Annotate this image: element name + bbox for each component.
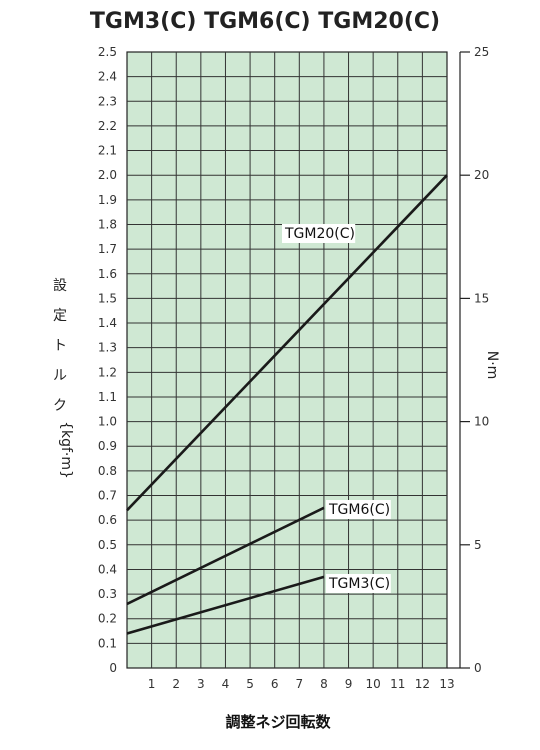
plot-background <box>126 51 448 669</box>
plot-area <box>126 51 448 669</box>
x-tick-label: 11 <box>390 677 405 691</box>
y-tick-label-left: 2.4 <box>98 70 117 84</box>
y-tick-label-right: 0 <box>474 661 482 675</box>
y-axis-unit-left: {kgf·m} <box>58 421 74 479</box>
y-tick-label-left: 0.8 <box>98 464 117 478</box>
y-axis-label-right: N·m <box>484 351 500 380</box>
y-tick-label-left: 1.3 <box>98 341 117 355</box>
x-tick-label: 6 <box>271 677 279 691</box>
y-tick-label-left: 0.2 <box>98 612 117 626</box>
y-axis-label-char: 設 <box>53 278 67 294</box>
x-tick-label: 12 <box>415 677 430 691</box>
x-tick-label: 2 <box>172 677 180 691</box>
y-tick-label-left: 1.0 <box>98 415 117 429</box>
y-tick-label-left: 1.9 <box>98 193 117 207</box>
y-tick-label-right: 20 <box>474 168 489 182</box>
y-tick-label-right: 5 <box>474 538 482 552</box>
y-tick-label-left: 1.8 <box>98 217 117 231</box>
series-label: TGM6(C) <box>328 502 390 518</box>
chart-title: TGM3(C) TGM6(C) TGM20(C) <box>90 9 440 34</box>
y-tick-label-left: 0.7 <box>98 489 117 503</box>
y-axis-label-char: ト <box>53 338 67 354</box>
y-tick-label-left: 0.3 <box>98 587 117 601</box>
y-tick-label-left: 1.6 <box>98 267 117 281</box>
y-tick-label-left: 0.5 <box>98 538 117 552</box>
x-tick-label: 7 <box>295 677 303 691</box>
y-tick-label-left: 2.1 <box>98 144 117 158</box>
x-tick-label: 9 <box>345 677 353 691</box>
y-tick-label-left: 2.2 <box>98 119 117 133</box>
x-tick-label: 3 <box>197 677 205 691</box>
x-tick-label: 4 <box>222 677 230 691</box>
y-tick-label-right: 25 <box>474 45 489 59</box>
y-tick-label-left: 1.4 <box>98 316 117 330</box>
series-line <box>126 174 448 512</box>
y-tick-label-left: 1.1 <box>98 390 117 404</box>
series-lines <box>126 174 448 635</box>
series-line <box>126 506 325 606</box>
x-axis-label: 調整ネジ回転数 <box>225 713 331 731</box>
x-tick-label: 5 <box>246 677 254 691</box>
series-label: TGM20(C) <box>284 226 355 242</box>
y-tick-label-left: 0.1 <box>98 636 117 650</box>
y-tick-label-left: 0.6 <box>98 513 117 527</box>
right-y-tick-labels: 0 5 10 15 20 25 <box>447 45 489 675</box>
x-tick-labels: 1 2 3 4 5 6 7 8 9 10 11 12 13 <box>148 677 455 691</box>
y-tick-label-right: 15 <box>474 291 489 305</box>
y-tick-label-right: 10 <box>474 415 489 429</box>
series-label: TGM3(C) <box>328 576 390 592</box>
series-label-background <box>282 224 356 243</box>
y-axis-label-char: 定 <box>53 308 67 324</box>
x-tick-label: 8 <box>320 677 328 691</box>
y-axis-label-char: ル <box>53 368 67 384</box>
y-tick-label-left: 2.0 <box>98 168 117 182</box>
x-tick-label: 10 <box>366 677 381 691</box>
y-tick-label-left: 1.2 <box>98 365 117 379</box>
y-axis-label-char: ク <box>53 398 67 414</box>
y-tick-label-left: 0 <box>109 661 117 675</box>
y-tick-label-left: 0.9 <box>98 439 117 453</box>
series-label-background <box>326 500 391 519</box>
y-tick-label-left: 2.3 <box>98 94 117 108</box>
y-tick-label-left: 2.5 <box>98 45 117 59</box>
y-tick-label-left: 1.7 <box>98 242 117 256</box>
series-line <box>126 575 325 635</box>
y-tick-label-left: 1.5 <box>98 291 117 305</box>
x-tick-label: 1 <box>148 677 156 691</box>
series-labels: TGM20(C) TGM6(C) TGM3(C) <box>282 224 391 593</box>
left-y-tick-labels: 0 0.1 0.2 0.3 0.4 0.5 0.6 0.7 0.8 0.9 1.0 1.1 1.2 1.3… <box>98 45 117 675</box>
gridlines <box>127 52 447 668</box>
x-tick-label: 13 <box>439 677 454 691</box>
y-tick-label-left: 0.4 <box>98 562 117 576</box>
series-label-background <box>326 574 391 593</box>
